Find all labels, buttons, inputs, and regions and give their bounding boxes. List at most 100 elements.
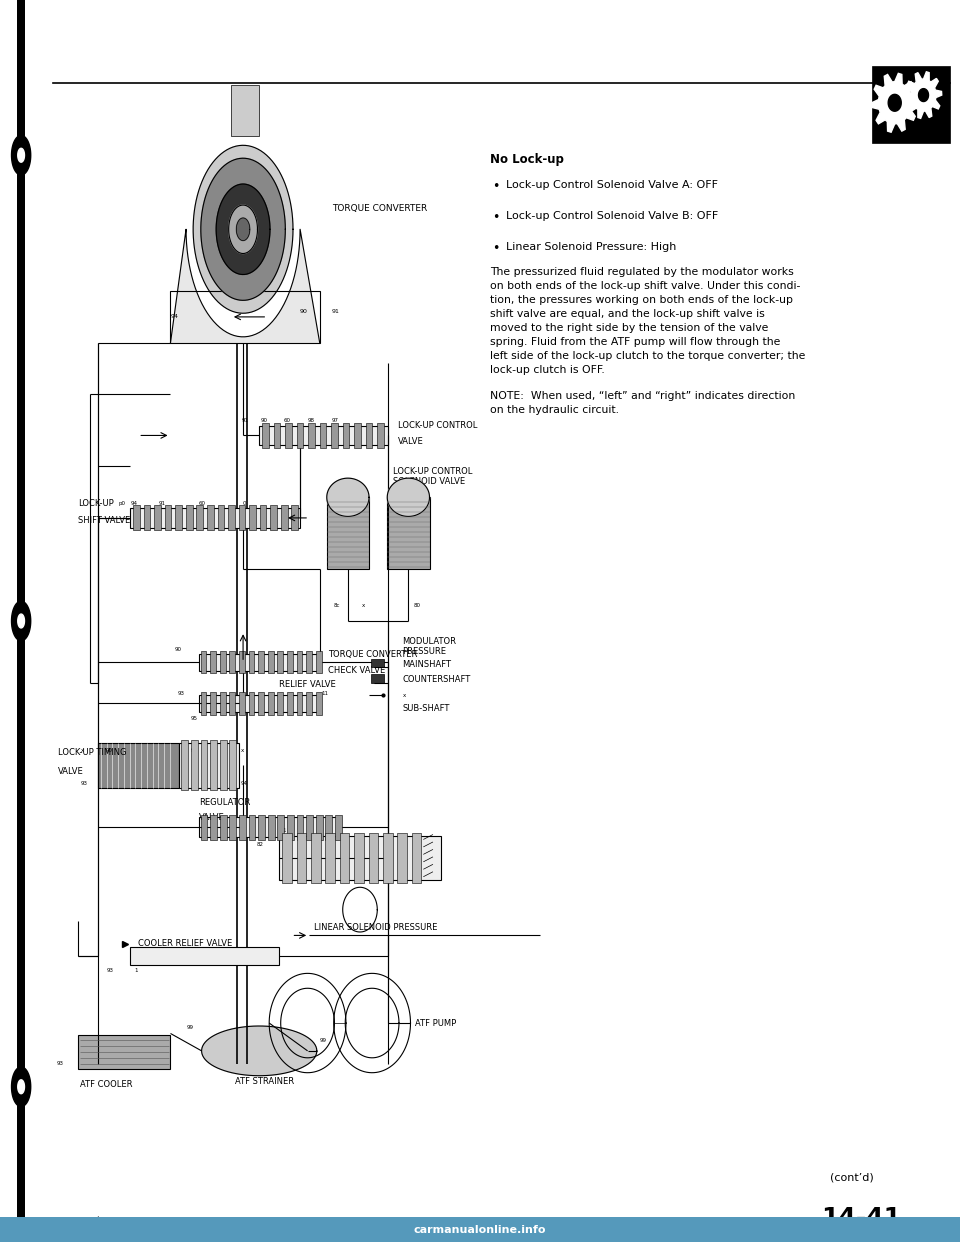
Text: 1: 1 xyxy=(308,828,312,833)
Text: RELIEF VALVE: RELIEF VALVE xyxy=(279,681,336,689)
Bar xyxy=(220,740,227,790)
Bar xyxy=(271,505,277,530)
Bar xyxy=(279,836,441,881)
Polygon shape xyxy=(12,135,31,175)
Text: x: x xyxy=(81,748,84,753)
Bar xyxy=(297,815,303,840)
Text: VALVE: VALVE xyxy=(397,437,423,446)
Text: 91: 91 xyxy=(332,309,340,314)
Text: (cont’d): (cont’d) xyxy=(830,1172,875,1182)
Polygon shape xyxy=(202,1026,317,1076)
Polygon shape xyxy=(872,73,918,132)
Bar xyxy=(207,505,214,530)
Bar xyxy=(179,743,239,787)
Bar xyxy=(277,815,284,840)
Text: 94: 94 xyxy=(171,314,179,319)
Bar xyxy=(412,833,421,883)
Bar xyxy=(383,833,393,883)
Bar xyxy=(285,424,292,448)
Bar xyxy=(297,651,302,673)
Bar xyxy=(201,815,207,840)
Text: •: • xyxy=(492,180,500,193)
Bar xyxy=(239,815,246,840)
Bar xyxy=(201,651,206,673)
Text: COUNTERSHAFT: COUNTERSHAFT xyxy=(402,676,470,684)
Text: 99: 99 xyxy=(320,1038,326,1043)
Bar xyxy=(297,833,306,883)
Bar xyxy=(186,505,193,530)
Text: 91: 91 xyxy=(158,501,165,505)
Polygon shape xyxy=(236,219,250,241)
Text: LINEAR SOLENOID PRESSURE: LINEAR SOLENOID PRESSURE xyxy=(314,924,438,933)
Bar xyxy=(325,815,332,840)
Bar xyxy=(250,505,256,530)
Text: x: x xyxy=(362,604,366,609)
Text: ATF STRAINER: ATF STRAINER xyxy=(235,1077,295,1087)
Polygon shape xyxy=(18,1079,24,1094)
Bar xyxy=(231,84,259,137)
Text: ATF PUMP: ATF PUMP xyxy=(416,1018,457,1027)
Text: 1: 1 xyxy=(282,828,286,833)
Text: 94: 94 xyxy=(241,781,248,786)
Bar xyxy=(262,424,269,448)
Bar xyxy=(297,424,303,448)
Bar xyxy=(316,692,322,714)
Bar xyxy=(191,740,198,790)
Text: 90: 90 xyxy=(191,748,198,753)
Bar xyxy=(306,651,312,673)
Bar xyxy=(197,505,204,530)
Bar xyxy=(282,833,292,883)
Text: 95: 95 xyxy=(191,715,198,720)
Bar xyxy=(220,692,226,714)
Polygon shape xyxy=(18,148,24,163)
Polygon shape xyxy=(193,145,293,313)
Text: 80: 80 xyxy=(413,604,420,609)
Bar xyxy=(335,815,342,840)
Text: SUB-SHAFT: SUB-SHAFT xyxy=(402,704,450,713)
Bar xyxy=(274,424,280,448)
Bar xyxy=(316,651,322,673)
Bar xyxy=(331,424,338,448)
Bar xyxy=(397,833,407,883)
Text: MAINSHAFT: MAINSHAFT xyxy=(402,660,451,668)
Bar xyxy=(340,833,349,883)
Bar xyxy=(371,674,384,683)
Text: •: • xyxy=(492,211,500,224)
Bar xyxy=(220,651,226,673)
Text: TORQUE CONVERTER: TORQUE CONVERTER xyxy=(332,204,427,214)
Text: Linear Solenoid Pressure: High: Linear Solenoid Pressure: High xyxy=(506,242,676,252)
Text: 82: 82 xyxy=(256,842,263,847)
Bar xyxy=(297,692,302,714)
Bar xyxy=(320,424,326,448)
Bar xyxy=(176,505,182,530)
Bar xyxy=(281,505,288,530)
Bar xyxy=(258,815,265,840)
Bar xyxy=(354,833,364,883)
Bar xyxy=(287,815,294,840)
Text: Lock-up Control Solenoid Valve A: OFF: Lock-up Control Solenoid Valve A: OFF xyxy=(506,180,718,190)
Bar xyxy=(371,658,384,667)
Polygon shape xyxy=(919,88,928,102)
Bar xyxy=(343,424,349,448)
Polygon shape xyxy=(888,94,901,112)
Bar xyxy=(228,505,235,530)
Text: PRESSURE: PRESSURE xyxy=(402,647,446,657)
Bar xyxy=(306,815,313,840)
Text: NOTE:  When used, “left” and “right” indicates direction
on the hydraulic circui: NOTE: When used, “left” and “right” indi… xyxy=(490,391,795,415)
Bar xyxy=(155,505,161,530)
Bar xyxy=(268,815,275,840)
Text: 90: 90 xyxy=(261,419,268,424)
Text: carmanualonline.info: carmanualonline.info xyxy=(414,1225,546,1235)
Bar xyxy=(316,815,323,840)
Polygon shape xyxy=(228,205,257,253)
Polygon shape xyxy=(905,72,942,118)
Text: 93: 93 xyxy=(107,969,113,974)
Bar xyxy=(144,505,151,530)
Polygon shape xyxy=(18,614,24,628)
Bar xyxy=(306,692,312,714)
Polygon shape xyxy=(387,478,429,517)
Bar xyxy=(210,692,216,714)
Bar xyxy=(229,692,235,714)
Text: 0: 0 xyxy=(243,501,247,505)
Bar xyxy=(292,505,299,530)
